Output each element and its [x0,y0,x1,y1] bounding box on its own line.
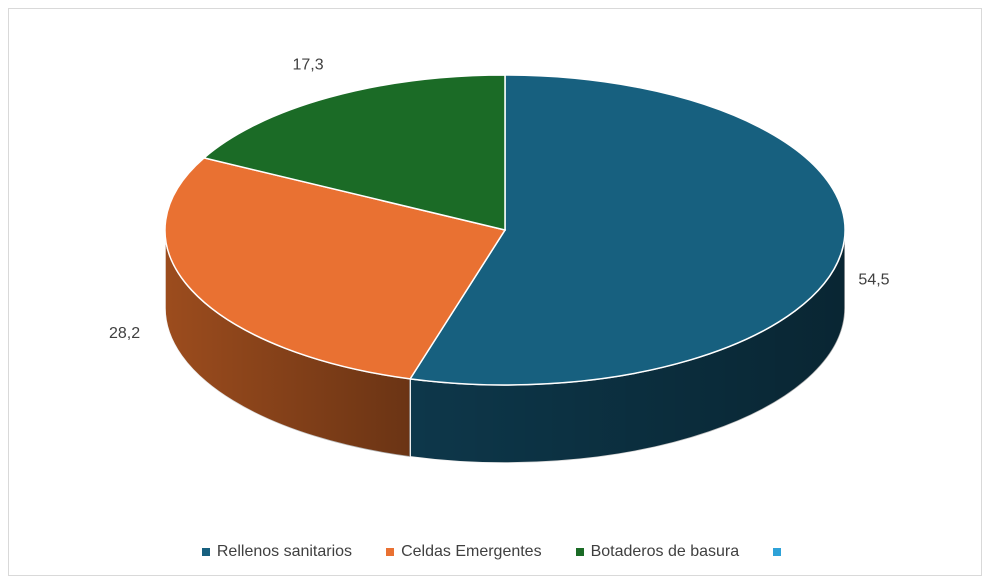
pie-tops [164,74,846,386]
legend-item-empty[interactable] [773,548,788,556]
pie-slice[interactable] [202,74,506,231]
legend-item-rellenos-sanitarios[interactable]: Rellenos sanitarios [201,543,353,561]
pie-labels: 54,5 28,2 17,3 [109,56,890,342]
data-label: 17,3 [293,56,324,73]
legend-label: Celdas Emergentes [401,543,542,560]
legend-swatch [201,548,210,556]
legend-swatch [575,548,584,556]
pie-slice-side-shade [410,230,845,463]
legend-item-celdas-emergentes[interactable]: Celdas Emergentes [386,543,542,561]
data-label: 54,5 [858,271,889,288]
legend-label: Rellenos sanitarios [216,543,353,560]
legend-swatch [386,548,395,556]
data-label: 28,2 [109,325,140,342]
pie-slice[interactable] [164,157,507,380]
legend-swatch [773,548,782,556]
legend-item-botaderos-de-basura[interactable]: Botaderos de basura [575,543,740,561]
pie-slice[interactable] [408,74,846,386]
legend-label: Botaderos de basura [590,543,740,560]
legend: Rellenos sanitarios Celdas Emergentes Bo… [0,543,990,561]
pie-slice-side-shade [165,230,411,457]
